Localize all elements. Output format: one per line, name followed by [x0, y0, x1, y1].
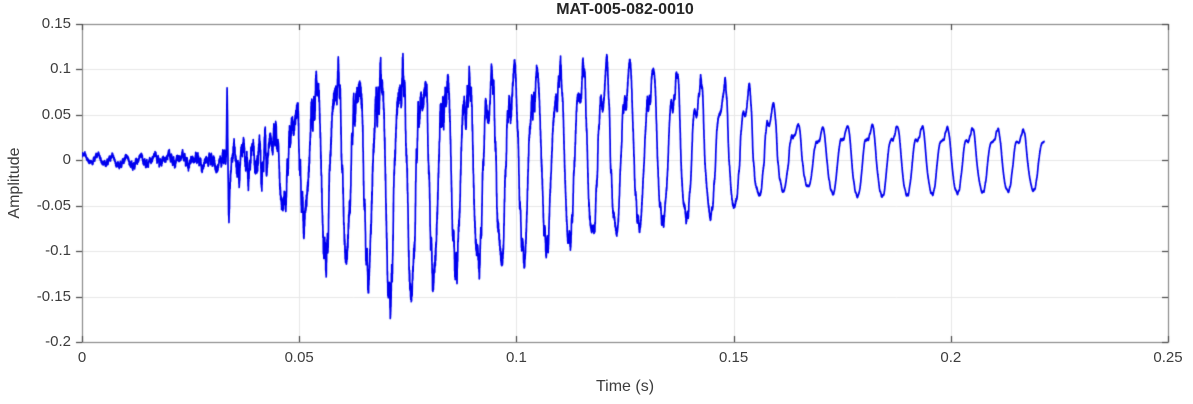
y-tick-label: 0 [62, 151, 71, 169]
y-tick-label: 0.1 [50, 60, 71, 78]
y-tick-label: -0.15 [36, 287, 71, 305]
x-tick-label: 0 [77, 349, 87, 366]
x-tick-label: 0.1 [505, 349, 527, 366]
x-tick-label: 0.15 [718, 349, 749, 366]
y-tick-label: -0.05 [36, 196, 71, 214]
y-tick-label: 0.05 [41, 105, 71, 123]
x-tick-label: 0.25 [1153, 349, 1183, 366]
y-tick-label: 0.15 [41, 15, 71, 32]
x-tick-label: 0.05 [284, 349, 314, 366]
chart-title: MAT-005-082-0010 [556, 1, 694, 18]
x-tick-label: 0.2 [940, 349, 962, 366]
y-tick-label: -0.1 [45, 242, 71, 260]
x-axis-title: Time (s) [595, 378, 655, 395]
y-tick-label: -0.2 [45, 333, 71, 350]
